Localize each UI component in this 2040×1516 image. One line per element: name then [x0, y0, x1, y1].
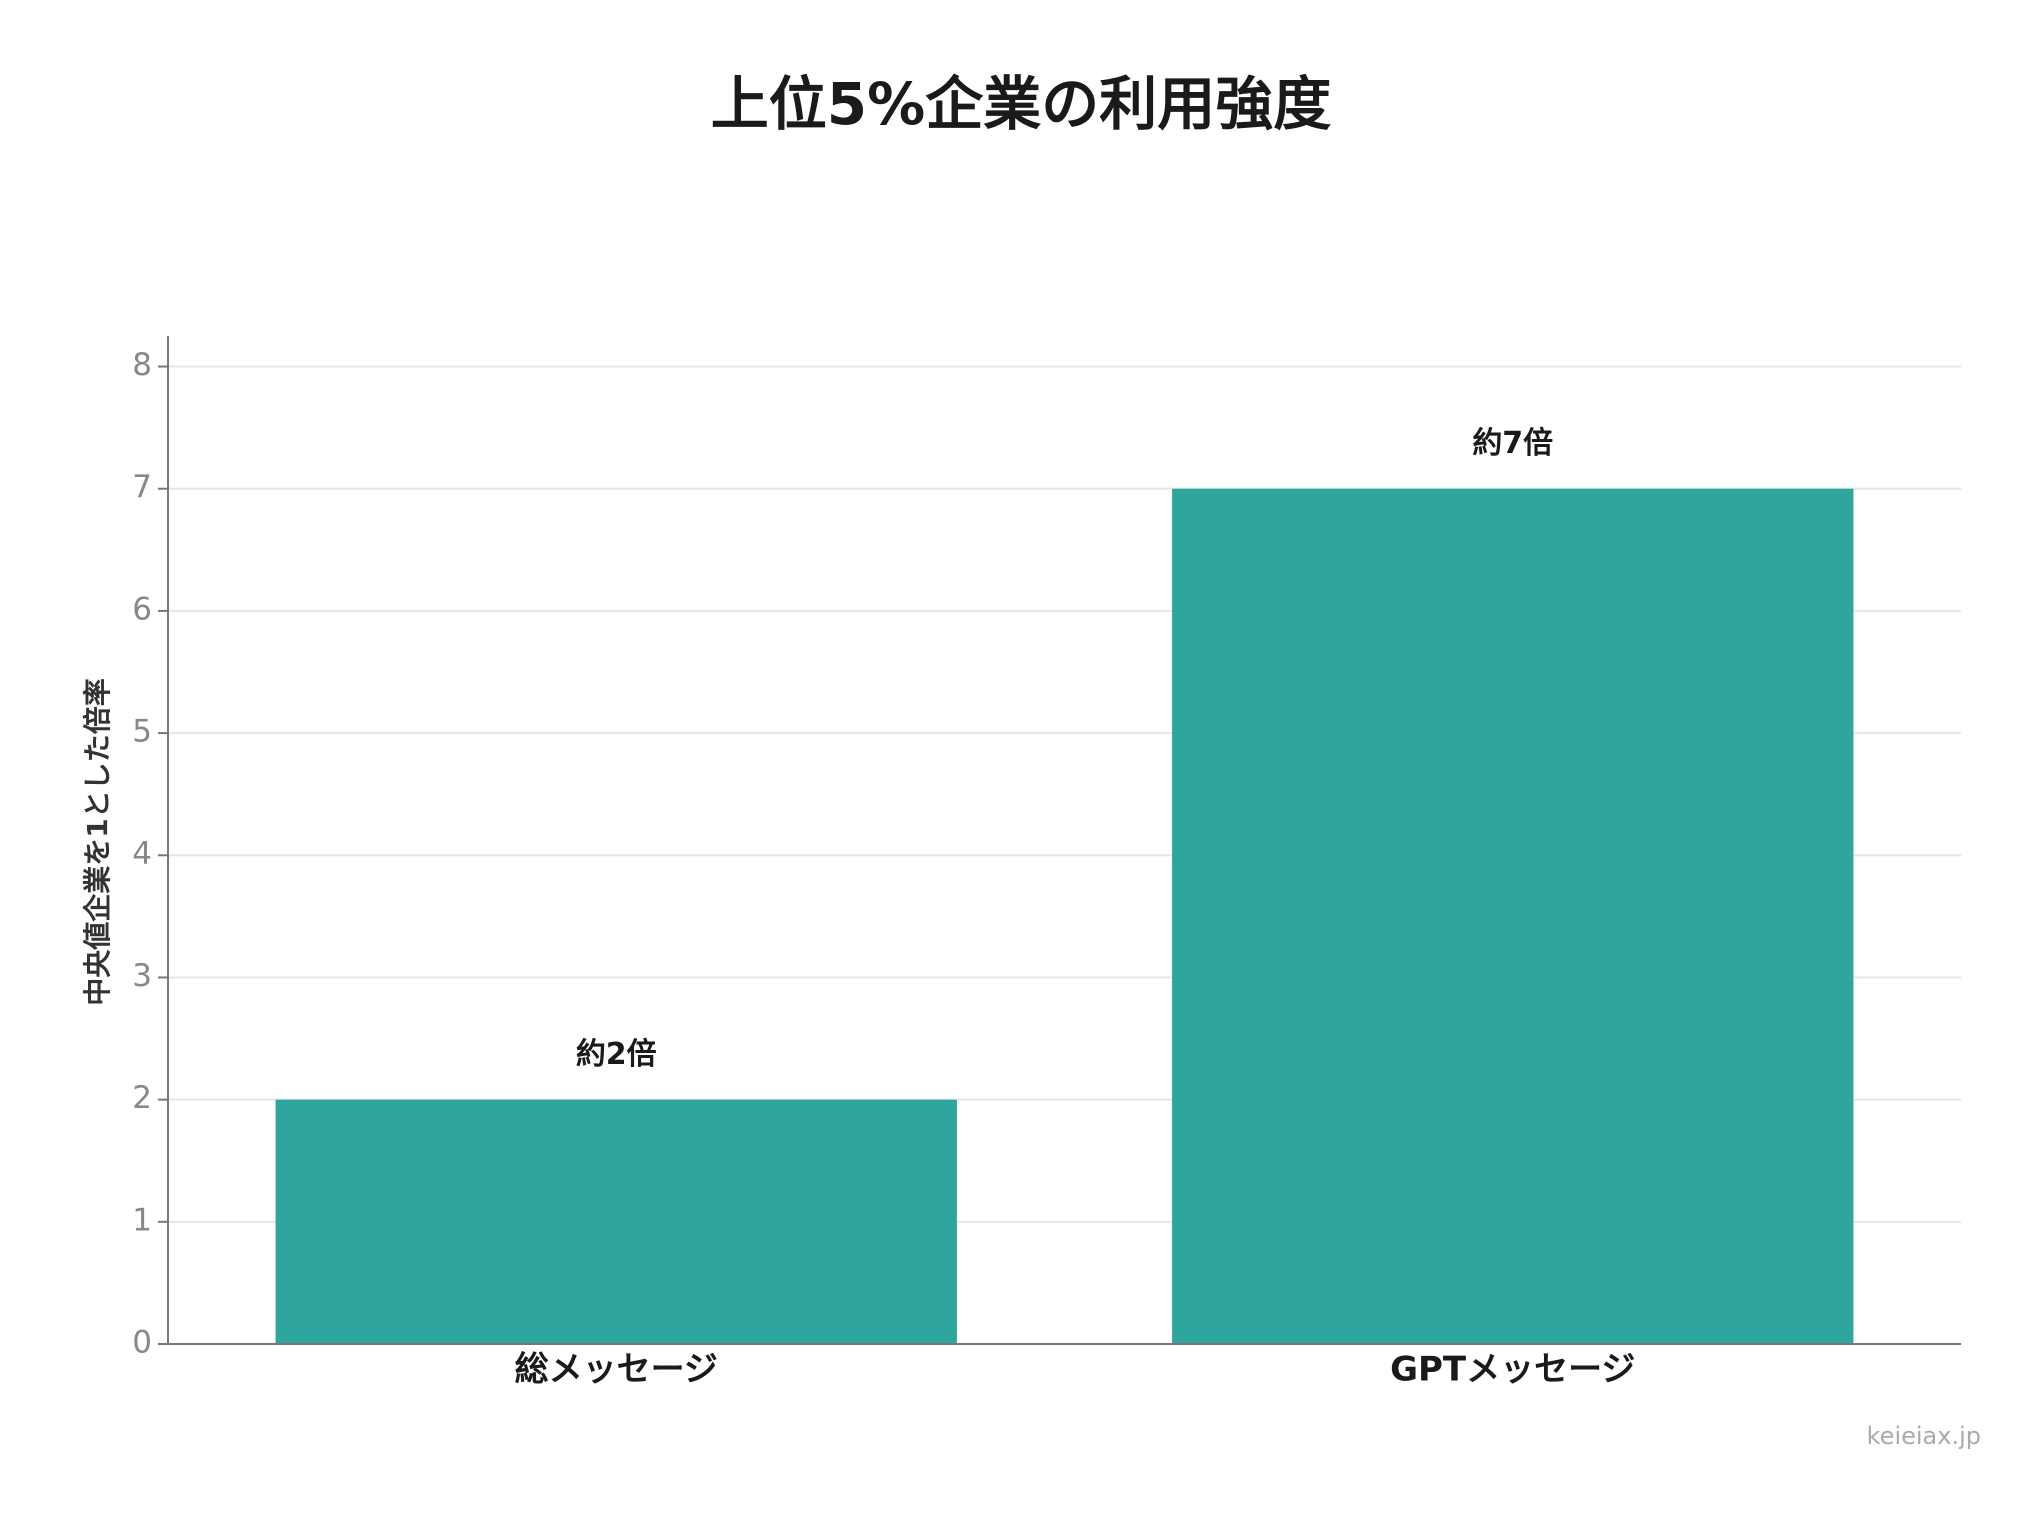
y-tick-label: 1 — [132, 1202, 152, 1238]
bar — [1172, 488, 1854, 1344]
y-tick-label: 5 — [132, 714, 152, 750]
watermark: keieiax.jp — [1867, 1422, 1981, 1450]
y-axis-label: 中央値企業を1とした倍率 — [81, 678, 114, 1005]
y-tick-label: 3 — [132, 958, 152, 994]
value-label: 約7倍 — [1472, 426, 1553, 461]
value-label: 約2倍 — [576, 1037, 657, 1072]
x-tick-label: GPTメッセージ — [1390, 1350, 1635, 1390]
y-tick-label: 0 — [132, 1325, 152, 1361]
y-tick-label: 8 — [132, 347, 152, 383]
y-tick-label: 2 — [132, 1080, 152, 1116]
x-tick-label: 総メッセージ — [515, 1350, 718, 1390]
bar — [275, 1099, 957, 1344]
chart-title: 上位5%企業の利用強度 — [711, 70, 1331, 138]
y-tick-label: 4 — [132, 836, 152, 872]
y-tick-label: 7 — [132, 469, 152, 505]
y-tick-label: 6 — [132, 591, 152, 627]
